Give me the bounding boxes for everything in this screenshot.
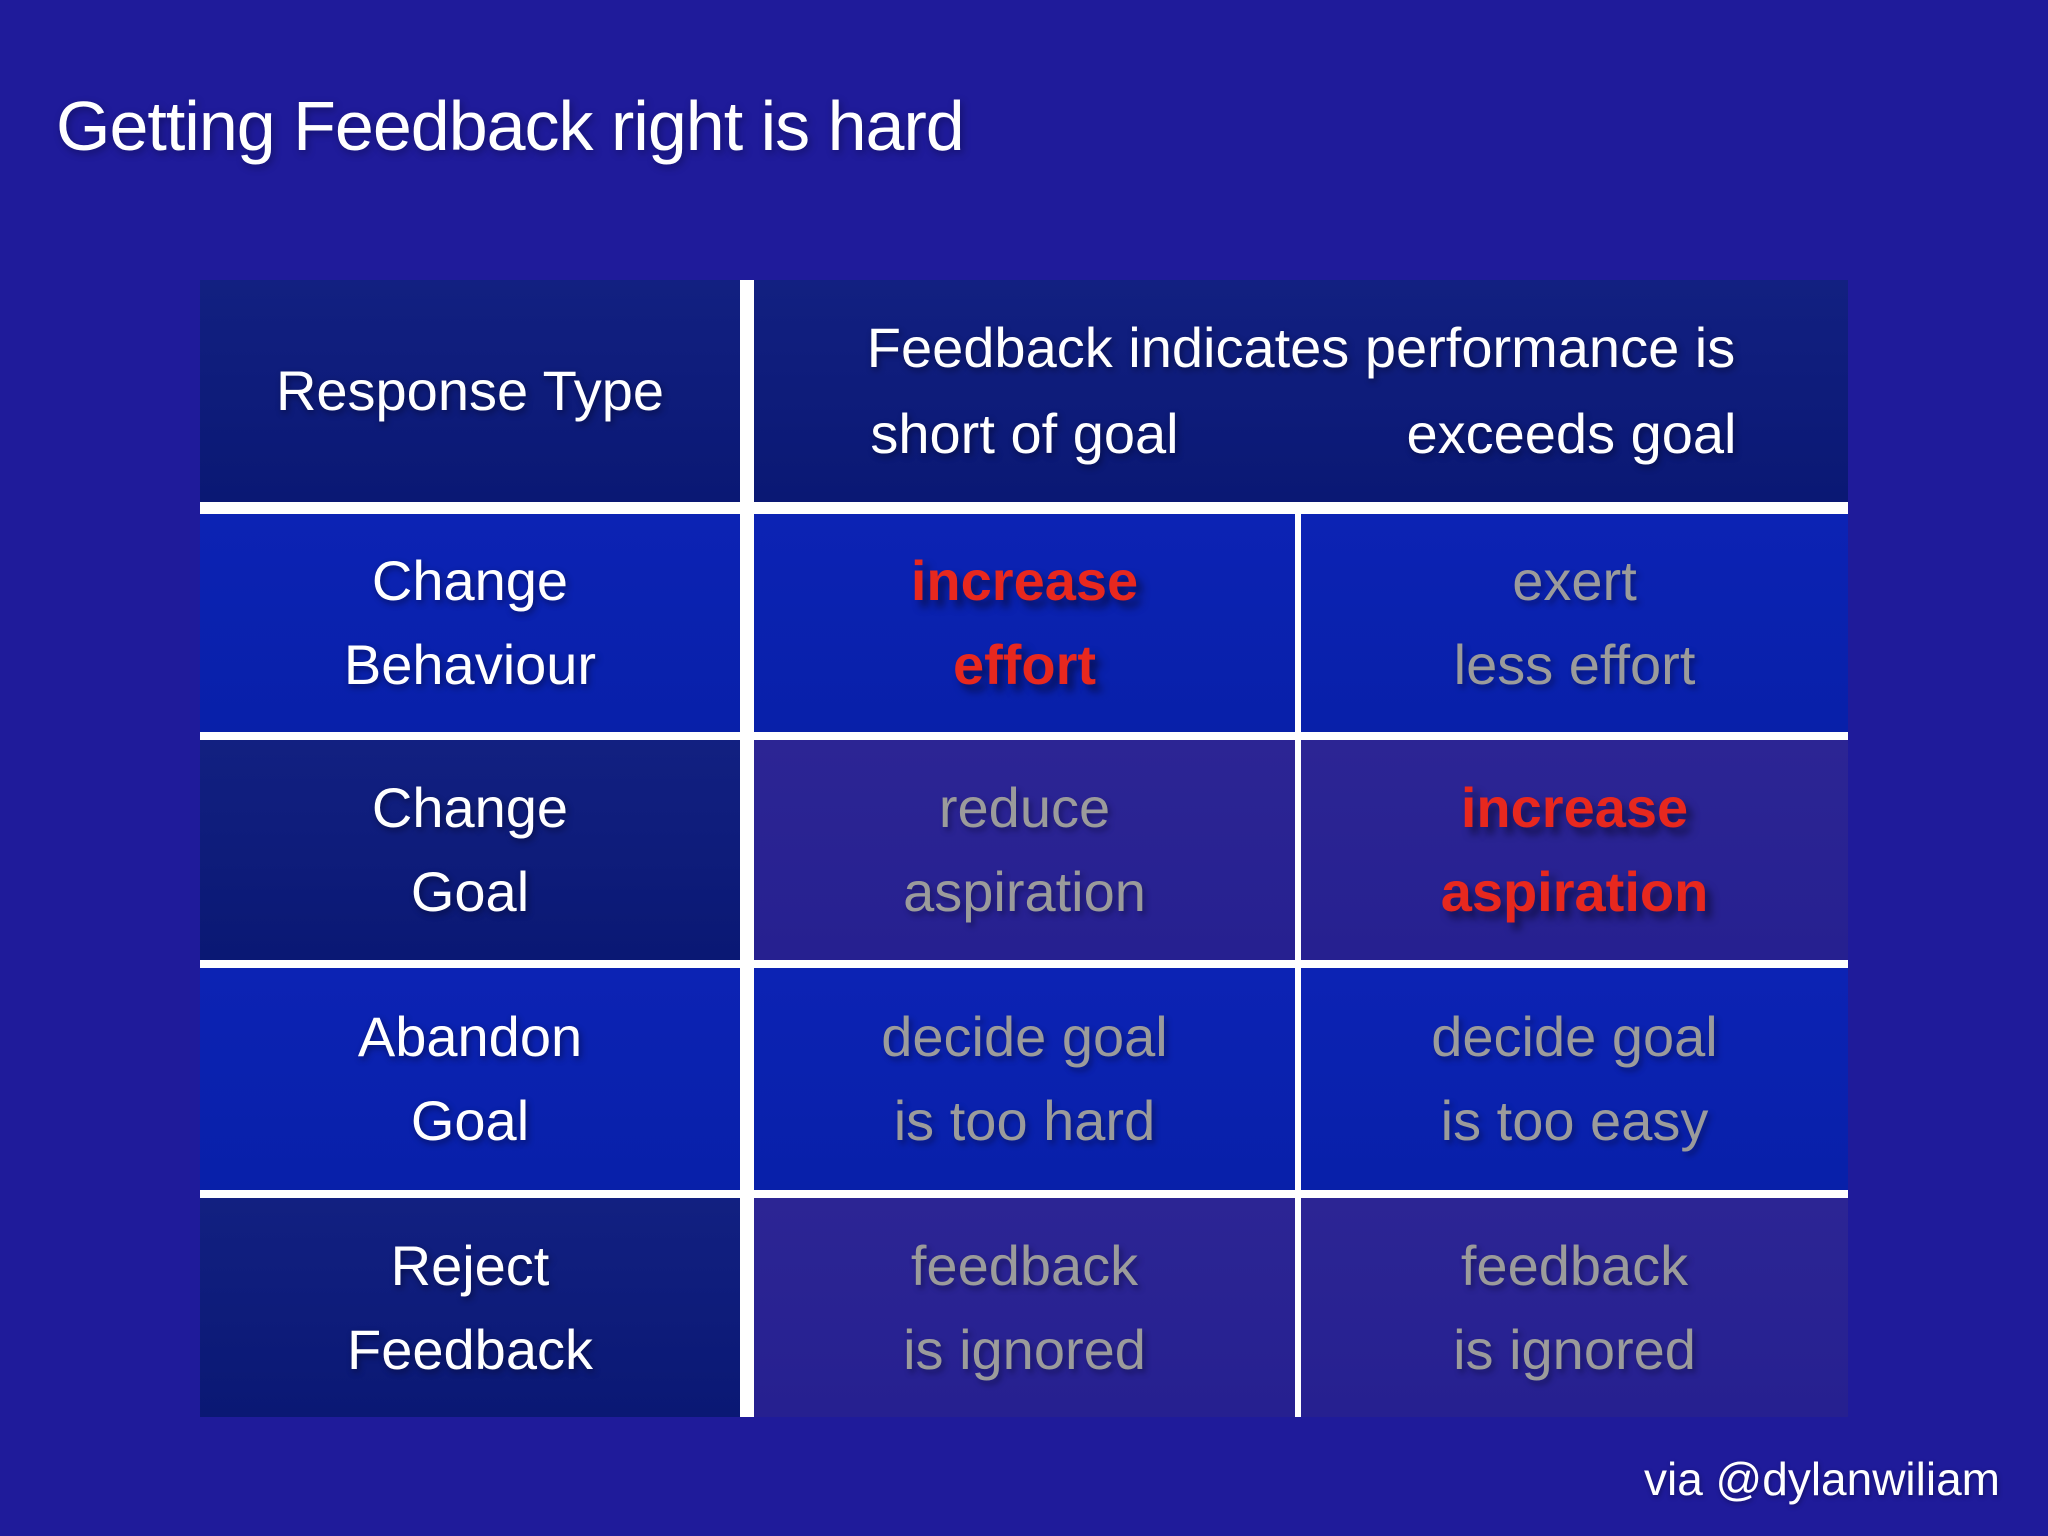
vertical-divider-main: [740, 280, 754, 1417]
row-label-change-goal: Change Goal: [200, 740, 740, 960]
horizontal-divider-1: [200, 502, 1848, 514]
feedback-table: Response Type Feedback indicates perform…: [200, 280, 1848, 1417]
cell-reject-feedback-short-of-goal: feedback is ignored: [754, 1198, 1295, 1417]
row-label-reject-feedback: Reject Feedback: [200, 1198, 740, 1417]
header-cell-feedback-indicates: Feedback indicates performance is short …: [754, 280, 1848, 502]
cell-change-goal-short-of-goal: reduce aspiration: [754, 740, 1295, 960]
header-sub-short-of-goal: short of goal: [870, 402, 1179, 465]
horizontal-divider-3: [200, 960, 1848, 968]
slide-title: Getting Feedback right is hard: [56, 87, 965, 165]
row-label-change-behaviour: Change Behaviour: [200, 514, 740, 732]
cell-abandon-goal-short-of-goal: decide goal is too hard: [754, 968, 1295, 1190]
horizontal-divider-4: [200, 1190, 1848, 1198]
header-cell-response-type: Response Type: [200, 280, 740, 502]
cell-reject-feedback-exceeds-goal: feedback is ignored: [1301, 1198, 1848, 1417]
cell-change-behaviour-exceeds-goal: exert less effort: [1301, 514, 1848, 732]
cell-abandon-goal-exceeds-goal: decide goal is too easy: [1301, 968, 1848, 1190]
horizontal-divider-2: [200, 732, 1848, 740]
header-sub-exceeds-goal: exceeds goal: [1406, 402, 1737, 465]
attribution-credit: via @dylanwiliam: [1643, 1453, 2000, 1505]
header-feedback-indicates-label: Feedback indicates performance is: [866, 316, 1736, 379]
cell-change-goal-exceeds-goal: increase aspiration: [1301, 740, 1848, 960]
row-label-abandon-goal: Abandon Goal: [200, 968, 740, 1190]
header-sub-row: short of goal exceeds goal: [754, 391, 1848, 477]
cell-change-behaviour-short-of-goal: increase effort: [754, 514, 1295, 732]
